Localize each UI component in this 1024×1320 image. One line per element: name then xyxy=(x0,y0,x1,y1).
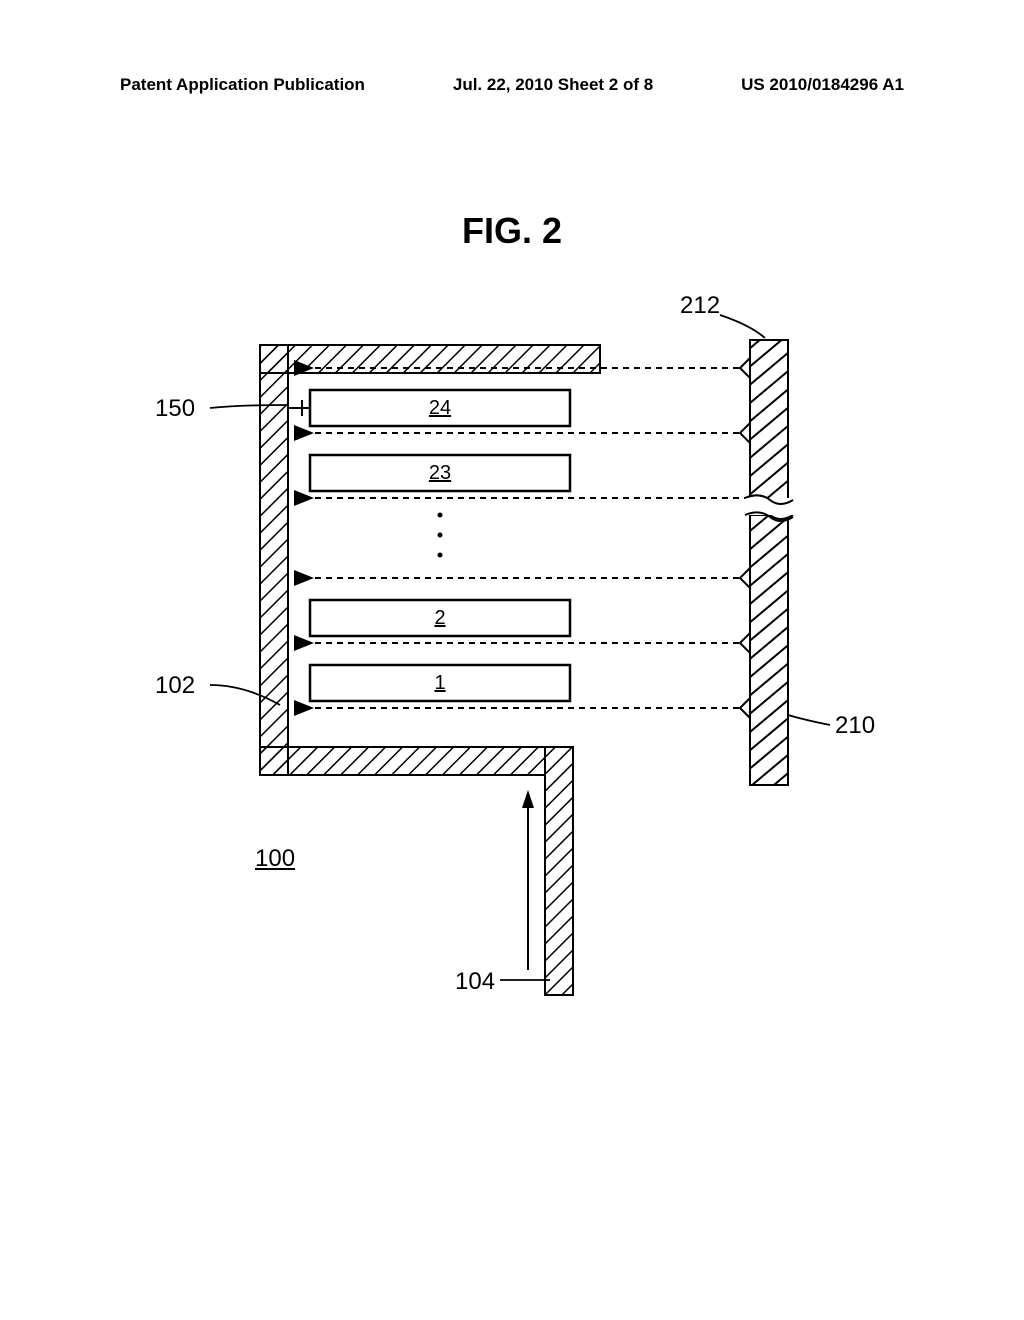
label-210: 210 xyxy=(835,712,875,740)
panel-tooth xyxy=(740,568,750,588)
panel-tooth xyxy=(740,633,750,653)
continuation-dot xyxy=(438,553,443,558)
label-150: 150 xyxy=(155,395,195,423)
label-104: 104 xyxy=(455,968,495,996)
panel-tooth xyxy=(740,698,750,718)
side-panel-top xyxy=(750,340,788,500)
panel-tooth xyxy=(740,358,750,378)
header-right: US 2010/0184296 A1 xyxy=(741,75,904,95)
label-212: 212 xyxy=(680,292,720,320)
chamber-bottom-wall xyxy=(260,747,545,775)
continuation-dot xyxy=(438,513,443,518)
continuation-dot xyxy=(438,533,443,538)
figure-title: FIG. 2 xyxy=(462,210,562,252)
slot-label-1: 1 xyxy=(434,672,445,694)
chamber-left-wall xyxy=(260,345,288,775)
header-left: Patent Application Publication xyxy=(120,75,365,95)
slot-label-24: 24 xyxy=(429,397,451,419)
label-100: 100 xyxy=(255,845,295,873)
diagram: 24 23 2 1 xyxy=(0,300,1024,1050)
inlet-arrowhead xyxy=(522,790,534,808)
chamber-inlet xyxy=(545,747,573,995)
side-panel-bottom xyxy=(750,515,788,785)
label-102: 102 xyxy=(155,672,195,700)
panel-tooth xyxy=(740,423,750,443)
leader-212 xyxy=(720,315,765,338)
leader-210 xyxy=(788,715,830,725)
slot-label-23: 23 xyxy=(429,462,451,484)
slot-label-2: 2 xyxy=(434,607,445,629)
header-center: Jul. 22, 2010 Sheet 2 of 8 xyxy=(453,75,653,95)
